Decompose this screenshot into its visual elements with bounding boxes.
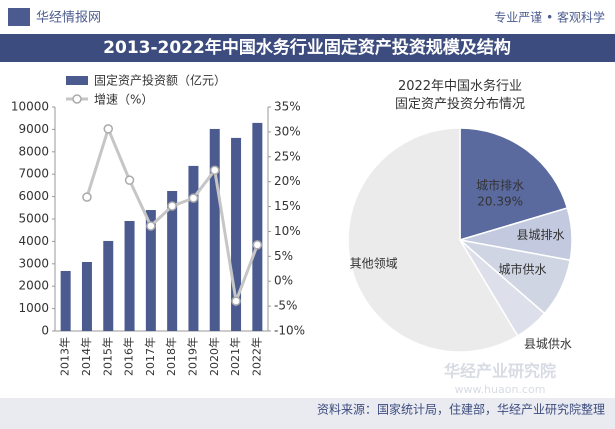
pie-slice: [347, 127, 519, 353]
y2-tick-label: 35%: [274, 100, 301, 114]
x-tick-label: 2018年: [164, 337, 178, 376]
bar: [60, 270, 71, 331]
y-tick-label: 4000: [18, 234, 49, 248]
y2-tick-label: 0%: [274, 274, 293, 288]
x-tick-label: 2019年: [185, 337, 199, 376]
growth-point: [252, 240, 263, 250]
growth-point: [82, 192, 92, 202]
growth-point: [124, 175, 135, 185]
x-tick-label: 2016年: [122, 337, 136, 376]
slice-label: 县城供水: [524, 337, 572, 351]
growth-point: [167, 201, 177, 211]
logo-icon: [8, 8, 30, 26]
slogan: 专业严谨 • 客观科学: [494, 10, 605, 25]
logo: 华经情报网: [36, 11, 101, 26]
x-tick-label: 2022年: [249, 337, 263, 376]
legend-label: 固定资产投资额（亿元）: [94, 73, 226, 88]
slice-label: 其他领域: [350, 256, 398, 270]
growth-point: [188, 193, 199, 203]
legend-label: 增速（%）: [94, 93, 153, 107]
y-tick-label: 6000: [18, 189, 49, 203]
y2-tick-label: 5%: [274, 249, 293, 263]
pie-title: 2022年中国水务行业固定资产投资分布情况: [395, 78, 525, 112]
y2-tick-label: -5%: [274, 299, 297, 313]
y-tick-label: 9000: [18, 122, 49, 136]
y2-tick-label: 25%: [274, 149, 301, 163]
bar: [145, 210, 156, 331]
bar: [103, 240, 114, 331]
slice-label: 县城排水: [517, 228, 565, 242]
y-tick-label: 7000: [18, 167, 49, 181]
bar: [252, 122, 263, 332]
legend-marker: [72, 94, 82, 104]
bar: [81, 262, 92, 331]
y2-tick-label: 15%: [274, 199, 301, 213]
growth-point: [103, 124, 113, 134]
growth-point: [231, 296, 241, 306]
y-tick-label: 10000: [11, 100, 49, 114]
bar: [209, 128, 220, 331]
bar: [188, 165, 199, 331]
bar: [124, 221, 135, 331]
x-tick-label: 2017年: [143, 337, 157, 376]
source: 资料来源：国家统计局，住建部，华经产业研究院整理: [317, 402, 605, 417]
x-tick-label: 2013年: [58, 337, 72, 376]
pie-slice: [459, 127, 569, 242]
slice-label: 城市排水: [476, 178, 524, 193]
y-tick-label: 5000: [18, 212, 49, 226]
x-tick-label: 2014年: [79, 337, 93, 376]
y-tick-label: 2000: [18, 279, 49, 293]
title-band: [0, 34, 615, 62]
y-tick-label: 1000: [18, 301, 49, 315]
footer-band: [0, 398, 615, 429]
bar: [167, 191, 178, 331]
legend-swatch: [66, 76, 88, 85]
watermark: 华经产业研究院: [444, 362, 556, 381]
y-tick-label: 8000: [18, 144, 49, 158]
watermark-url: www.huaon.com: [455, 383, 546, 396]
growth-point: [146, 221, 156, 231]
y2-tick-label: 10%: [274, 224, 301, 238]
title: 2013-2022年中国水务行业固定资产投资规模及结构: [103, 37, 511, 58]
slice-label: 城市供水: [499, 262, 547, 277]
x-tick-label: 2015年: [100, 337, 114, 376]
growth-point: [210, 165, 220, 175]
y-tick-label: 0: [41, 324, 49, 338]
bar: [231, 137, 242, 331]
slice-value: 20.39%: [477, 195, 523, 209]
x-tick-label: 2020年: [207, 337, 221, 376]
y2-tick-label: 30%: [274, 124, 301, 138]
x-tick-label: 2021年: [228, 337, 242, 376]
y2-tick-label: 20%: [274, 174, 301, 188]
y2-tick-label: -10%: [274, 324, 305, 338]
y-tick-label: 3000: [18, 256, 49, 270]
